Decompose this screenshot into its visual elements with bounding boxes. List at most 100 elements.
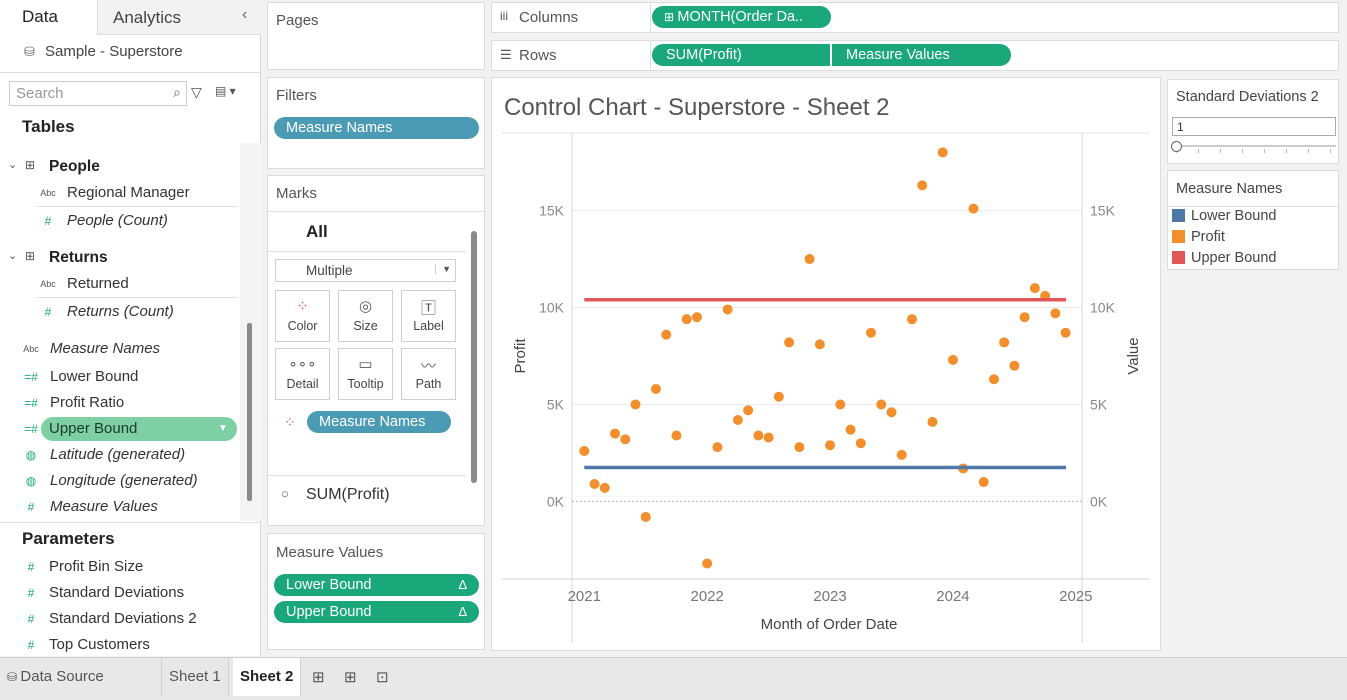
tooltip-button[interactable]: ▭ Tooltip: [338, 348, 393, 400]
group-people[interactable]: People: [49, 158, 100, 175]
profit-point: [620, 434, 631, 445]
parameter-slider-track[interactable]: [1176, 145, 1336, 147]
profit-point: [947, 354, 958, 365]
rows-shelf[interactable]: ☰ Rows SUM(Profit) Measure Values: [491, 40, 1339, 71]
parameter-value-input[interactable]: 1: [1172, 117, 1336, 136]
parameter-slider-handle[interactable]: [1171, 141, 1182, 152]
field-regional-manager[interactable]: Abc Regional Manager: [0, 180, 240, 206]
columns-shelf[interactable]: iii Columns ⊞ MONTH(Order Da..: [491, 2, 1339, 33]
mark-type-dropdown[interactable]: Multiple ▼: [275, 259, 456, 282]
pane-divider: [0, 72, 261, 73]
measure-value-pill-upper-bound[interactable]: Upper Bound Δ: [274, 601, 479, 623]
field-lower-bound[interactable]: =# Lower Bound: [0, 364, 238, 390]
expand-people-icon[interactable]: ⌄: [8, 159, 18, 171]
measure-value-pill-lower-bound[interactable]: Lower Bound Δ: [274, 574, 479, 596]
field-profit-ratio[interactable]: =# Profit Ratio: [0, 390, 238, 416]
label-button[interactable]: 🅃 Label: [401, 290, 456, 342]
field-measure-values[interactable]: # Measure Values: [0, 494, 238, 520]
profit-point: [825, 440, 836, 451]
legend-item-profit[interactable]: Profit: [1172, 227, 1225, 248]
datasource-name[interactable]: Sample - Superstore: [45, 43, 183, 60]
scrollbar-thumb[interactable]: [247, 323, 252, 501]
marks-sum-profit-tab[interactable]: SUM(Profit): [306, 486, 390, 503]
group-returns[interactable]: Returns: [49, 249, 108, 266]
legend-swatch: [1172, 230, 1185, 243]
profit-point: [722, 304, 733, 315]
y2-tick-label: 0K: [1090, 493, 1108, 509]
param-profit-bin-size[interactable]: # Profit Bin Size: [0, 554, 240, 580]
detail-button[interactable]: ∘∘∘ Detail: [275, 348, 330, 400]
data-pane-scrollbar[interactable]: [240, 143, 261, 521]
y2-tick-label: 10K: [1090, 300, 1116, 316]
color-button[interactable]: ⁘ Color: [275, 290, 330, 342]
filters-shelf[interactable]: Filters Measure Names: [267, 77, 485, 169]
expand-returns-icon[interactable]: ⌄: [8, 250, 18, 262]
tab-analytics[interactable]: Analytics: [97, 0, 261, 35]
tab-sheet-2[interactable]: Sheet 2: [233, 658, 302, 696]
search-input[interactable]: Search ⌕: [9, 81, 187, 106]
marks-divider: [268, 211, 484, 212]
parameter-value: 1: [1177, 120, 1184, 134]
param-standard-deviations[interactable]: # Standard Deviations: [0, 580, 240, 606]
profit-point: [876, 399, 887, 410]
profit-point: [845, 424, 856, 435]
control-chart[interactable]: 0K 0K 5K 5K 10K 10K 15K 15K 2021 2022 2023 2024 2025…: [492, 78, 1160, 650]
calculated-measure-icon: =#: [24, 422, 38, 436]
data-pane: Data Analytics ‹ ⛁ Sample - Superstore S…: [0, 0, 261, 656]
field-measure-names[interactable]: Abc Measure Names: [0, 336, 238, 362]
param-top-customers[interactable]: # Top Customers: [0, 632, 240, 658]
tab-data-source[interactable]: ⛁ Data Source: [0, 658, 162, 696]
size-button[interactable]: ◎ Size: [338, 290, 393, 342]
field-returns-count[interactable]: # Returns (Count): [0, 299, 240, 325]
string-icon: Abc: [23, 344, 39, 354]
legend-swatch: [1172, 251, 1185, 264]
view-options-icon[interactable]: ▤ ▾: [215, 84, 236, 98]
field-longitude[interactable]: ◍ Longitude (generated): [0, 468, 238, 494]
pages-shelf[interactable]: Pages: [267, 2, 485, 70]
profit-point: [968, 203, 979, 214]
measure-values-shelf[interactable]: Measure Values Lower Bound Δ Upper Bound Δ: [267, 533, 485, 650]
new-story-icon[interactable]: ⊡: [376, 669, 389, 686]
marks-scrollbar[interactable]: [471, 231, 477, 483]
measure-icon: #: [44, 214, 52, 228]
profit-point: [794, 442, 805, 453]
collapse-icon[interactable]: ‹: [242, 6, 248, 23]
field-latitude[interactable]: ◍ Latitude (generated): [0, 442, 238, 468]
y2-tick-label: 15K: [1090, 203, 1116, 219]
rows-pill-measure-values[interactable]: Measure Values: [832, 44, 1011, 66]
search-icon: ⌕: [173, 84, 181, 100]
path-button[interactable]: 〰 Path: [401, 348, 456, 400]
selected-field-highlight[interactable]: [41, 417, 237, 441]
rows-pill-sum-profit[interactable]: SUM(Profit): [652, 44, 830, 66]
color-pill-measure-names[interactable]: Measure Names: [307, 411, 451, 433]
tab-sheet-1[interactable]: Sheet 1: [162, 658, 229, 696]
profit-point: [1050, 308, 1061, 319]
legend-item-lower-bound[interactable]: Lower Bound: [1172, 206, 1276, 227]
field-returned[interactable]: Abc Returned: [0, 271, 240, 297]
globe-icon: ◍: [25, 448, 37, 462]
param-standard-deviations-2[interactable]: # Standard Deviations 2: [0, 606, 240, 632]
marks-divider: [268, 251, 466, 252]
field-upper-bound[interactable]: =# Upper Bound ▼: [0, 416, 238, 442]
datasource-icon: ⛁: [24, 44, 35, 59]
filter-icon[interactable]: ▽: [191, 84, 202, 100]
field-people-count[interactable]: # People (Count): [0, 208, 240, 234]
parameter-card: Standard Deviations 2 1: [1167, 79, 1339, 164]
profit-point: [1029, 283, 1040, 294]
marks-all-tab[interactable]: All: [306, 222, 328, 241]
profit-point: [784, 337, 795, 348]
y-tick-label: 10K: [539, 300, 565, 316]
tab-data[interactable]: Data: [0, 0, 97, 35]
profit-point: [702, 558, 713, 569]
profit-point: [927, 416, 938, 427]
tables-heading: Tables: [22, 117, 75, 136]
measure-icon: #: [27, 560, 35, 574]
filter-pill-measure-names[interactable]: Measure Names: [274, 117, 479, 139]
field-menu-icon[interactable]: ▼: [218, 423, 228, 434]
columns-pill-month-order-date[interactable]: ⊞ MONTH(Order Da..: [652, 6, 831, 28]
row-divider: [36, 206, 238, 207]
new-worksheet-icon[interactable]: ⊞: [312, 669, 325, 686]
new-dashboard-icon[interactable]: ⊞: [344, 669, 357, 686]
legend-item-upper-bound[interactable]: Upper Bound: [1172, 248, 1276, 269]
parameter-title: Standard Deviations 2: [1176, 89, 1319, 105]
